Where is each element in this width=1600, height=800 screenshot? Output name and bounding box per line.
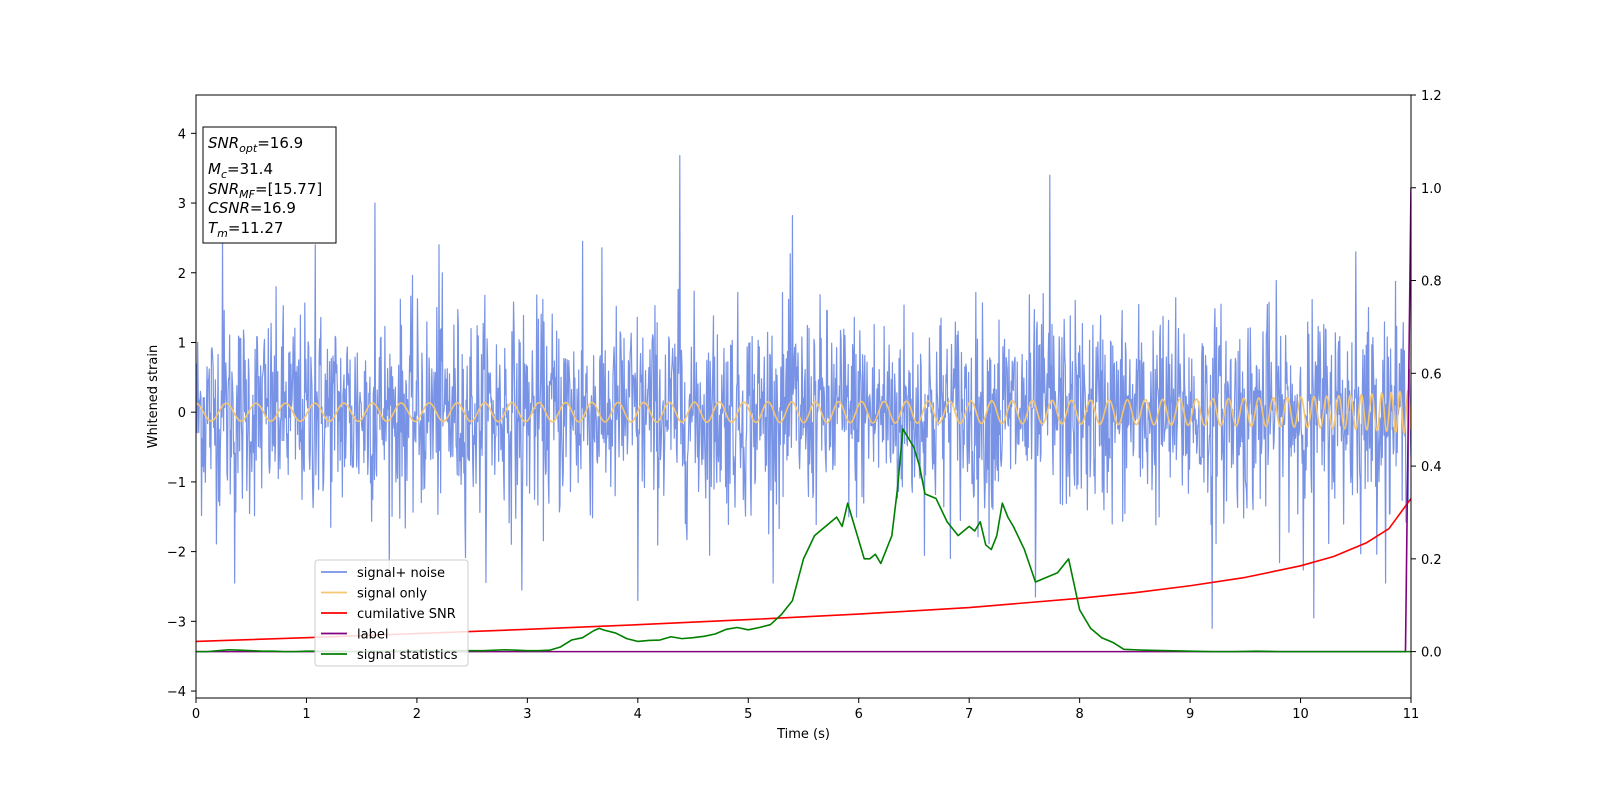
x-tick-label: 3 [523,707,531,722]
legend: signal+ noise signal only cumilative SNR la… [314,559,469,667]
series-signal-only [196,389,1411,435]
legend-label: signal+ noise [357,566,445,581]
y-tick-label: 4 [178,127,186,142]
y-tick-label: −1 [167,476,186,491]
y2-tick-label: 0.2 [1421,553,1442,568]
x-tick-label: 4 [634,707,642,722]
plot-frame [195,94,1412,699]
y2-tick-label: 0.4 [1421,460,1442,475]
series-cumilative-snr [196,498,1411,643]
y-tick-label: 0 [178,406,186,421]
y-tick-label: −2 [167,546,186,561]
y2-tick-label: 1.2 [1421,89,1442,104]
y-tick-label: −3 [167,615,186,630]
y2-tick-label: 0.0 [1421,646,1442,661]
x-tick-label: 10 [1292,707,1309,722]
x-tick-label: 9 [1186,707,1194,722]
annotation-line: Tm=11.27 [208,219,283,240]
annotation-line: Mc=31.4 [208,160,273,181]
x-tick-label: 11 [1403,707,1420,722]
y-tick-label: 1 [178,336,186,351]
y-tick-label: 2 [178,267,186,282]
y-axis-label: Whitened strain [146,345,161,448]
legend-frame [314,559,469,667]
x-tick-label: 2 [413,707,421,722]
legend-label: cumilative SNR [357,607,456,622]
annotation-line: SNRopt=16.9 [208,134,303,155]
y-tick-label: −4 [167,685,186,700]
x-tick-label: 0 [192,707,200,722]
annotation-line: CSNR=16.9 [208,199,296,217]
x-tick-label: 8 [1075,707,1083,722]
y2-tick-label: 0.6 [1421,367,1442,382]
legend-label: signal only [357,587,427,602]
x-tick-label: 7 [965,707,973,722]
legend-label: signal statistics [357,648,458,663]
legend-label: label [357,628,388,643]
series-signal-noise [196,155,1411,629]
x-tick-label: 6 [855,707,863,722]
x-tick-label: 5 [744,707,752,722]
series-label [196,187,1411,653]
annotation-line: SNRMF=[15.77] [208,180,322,201]
y2-tick-label: 0.8 [1421,275,1442,290]
x-tick-label: 1 [302,707,310,722]
metrics-annotation-box: SNRopt=16.9 Mc=31.4SNRMF=[15.77]CSNR=16.9… [202,126,337,244]
y2-tick-label: 1.0 [1421,182,1442,197]
annotation-frame [202,126,337,244]
y-tick-label: 3 [178,197,186,212]
x-axis-label: Time (s) [776,727,830,742]
